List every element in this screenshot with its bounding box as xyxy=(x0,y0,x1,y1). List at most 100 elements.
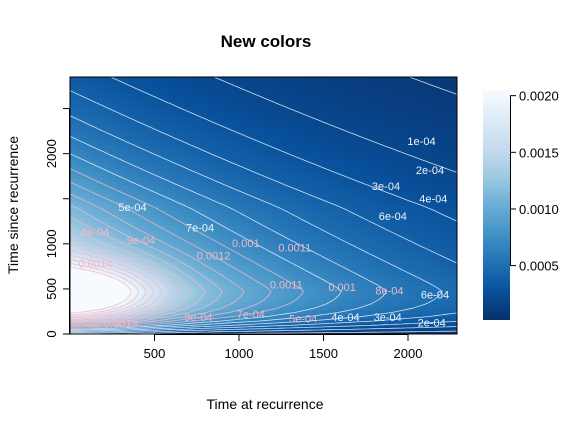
heatmap-cell xyxy=(182,77,188,82)
heatmap-cell xyxy=(110,205,115,211)
heatmap-cell xyxy=(134,229,140,235)
heatmap-cell xyxy=(86,141,91,146)
heatmap-cell xyxy=(255,281,261,287)
heatmap-cell xyxy=(227,221,232,227)
heatmap-cell xyxy=(203,205,208,211)
heatmap-cell xyxy=(267,85,273,90)
heatmap-cell xyxy=(307,241,313,247)
heatmap-cell xyxy=(303,89,309,94)
heatmap-cell xyxy=(376,229,382,235)
heatmap-cell xyxy=(166,161,172,166)
heatmap-cell xyxy=(307,85,313,90)
heatmap-cell xyxy=(150,229,156,235)
heatmap-cell xyxy=(295,253,301,259)
heatmap-cell xyxy=(215,97,220,102)
heatmap-cell xyxy=(78,145,83,150)
heatmap-cell xyxy=(178,269,184,275)
heatmap-cell xyxy=(295,197,301,203)
heatmap-cell xyxy=(376,253,382,259)
heatmap-cell xyxy=(182,289,188,295)
heatmap-cell xyxy=(275,249,281,255)
heatmap-cell xyxy=(70,129,75,134)
heatmap-cell xyxy=(122,237,128,243)
heatmap-cell xyxy=(219,269,224,275)
heatmap-cell xyxy=(291,241,297,247)
heatmap-cell xyxy=(336,233,341,239)
heatmap-cell xyxy=(231,109,236,114)
heatmap-cell xyxy=(130,301,136,307)
heatmap-cell xyxy=(94,89,99,94)
heatmap-cell xyxy=(199,313,204,319)
heatmap-cell xyxy=(336,157,341,162)
heatmap-cell xyxy=(328,245,333,251)
heatmap-cell xyxy=(291,97,297,102)
heatmap-cell xyxy=(380,245,386,251)
heatmap-cell xyxy=(166,201,172,207)
heatmap-cell xyxy=(243,141,248,146)
heatmap-cell xyxy=(102,265,107,271)
heatmap-cell xyxy=(332,133,337,138)
heatmap-cell xyxy=(364,101,369,106)
heatmap-cell xyxy=(279,149,285,154)
heatmap-cell xyxy=(207,305,212,311)
heatmap-cell xyxy=(271,269,277,275)
heatmap-cell xyxy=(328,121,333,126)
heatmap-cell xyxy=(130,193,136,199)
heatmap-cell xyxy=(231,177,236,183)
heatmap-cell xyxy=(194,97,200,102)
heatmap-cell xyxy=(275,81,281,86)
heatmap-cell xyxy=(267,93,273,98)
heatmap-cell xyxy=(319,205,325,211)
heatmap-cell xyxy=(372,261,377,267)
heatmap-cell xyxy=(283,221,289,227)
heatmap-cell xyxy=(178,281,184,287)
heatmap-cell xyxy=(174,297,180,303)
heatmap-cell xyxy=(291,81,297,86)
heatmap-cell xyxy=(291,265,297,271)
heatmap-cell xyxy=(134,313,140,319)
heatmap-cell xyxy=(356,185,361,191)
heatmap-cell xyxy=(142,117,148,122)
heatmap-cell xyxy=(267,189,273,195)
heatmap-cell xyxy=(126,301,132,307)
heatmap-cell xyxy=(291,121,297,126)
heatmap-cell xyxy=(106,165,111,170)
heatmap-cell xyxy=(142,97,148,102)
heatmap-cell xyxy=(271,289,277,295)
heatmap-cell xyxy=(295,101,301,106)
heatmap-cell xyxy=(227,121,232,126)
heatmap-cell xyxy=(271,101,277,106)
heatmap-cell xyxy=(376,161,382,166)
heatmap-cell xyxy=(203,253,208,259)
heatmap-cell xyxy=(86,257,91,263)
heatmap-cell xyxy=(344,169,349,174)
heatmap-cell xyxy=(368,245,373,251)
heatmap-cell xyxy=(328,257,333,263)
heatmap-cell xyxy=(174,145,180,150)
heatmap-cell xyxy=(323,165,329,170)
heatmap-cell xyxy=(223,149,228,154)
heatmap-cell xyxy=(78,173,83,178)
heatmap-cell xyxy=(182,113,188,118)
heatmap-cell xyxy=(348,121,353,126)
heatmap-cell xyxy=(311,121,317,126)
heatmap-cell xyxy=(190,81,196,86)
heatmap-cell xyxy=(251,117,257,122)
heatmap-cell xyxy=(207,209,212,215)
heatmap-cell xyxy=(267,229,273,235)
heatmap-cell xyxy=(102,161,107,166)
heatmap-cell xyxy=(235,257,240,263)
heatmap-cell xyxy=(364,145,369,150)
heatmap-cell xyxy=(223,313,228,319)
heatmap-cell xyxy=(372,93,377,98)
heatmap-cell xyxy=(138,189,144,195)
heatmap-cell xyxy=(275,241,281,247)
heatmap-cell xyxy=(340,77,345,82)
heatmap-cell xyxy=(255,133,261,138)
heatmap-cell xyxy=(142,285,148,291)
heatmap-cell xyxy=(251,297,257,303)
heatmap-cell xyxy=(235,101,240,106)
heatmap-cell xyxy=(190,105,196,110)
heatmap-cell xyxy=(146,257,152,263)
heatmap-cell xyxy=(82,205,87,211)
